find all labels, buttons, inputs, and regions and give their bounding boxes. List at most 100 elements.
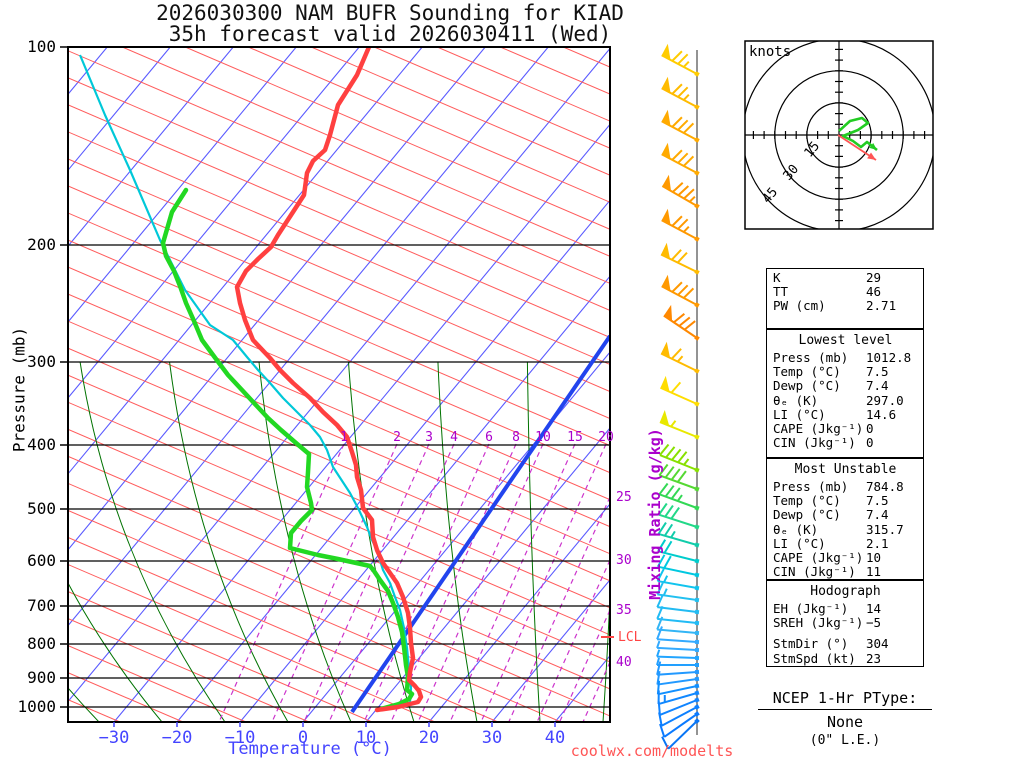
- mixing-ratio-value-label: 10: [535, 430, 551, 445]
- wind-barb-feather: [663, 540, 673, 554]
- wind-barb-shaft: [659, 699, 698, 716]
- wind-barb-shaft: [660, 386, 698, 405]
- wind-barb: [661, 142, 700, 176]
- indices-row-value: 23: [866, 650, 882, 666]
- indices-row-value: 2.71: [866, 298, 897, 314]
- wind-barb: [659, 443, 700, 473]
- wind-barb-feather: [658, 712, 663, 726]
- wind-barb-half-feather: [670, 530, 676, 539]
- wind-barb-feather: [656, 661, 662, 676]
- wind-barb: [661, 208, 700, 242]
- wind-barb-shaft: [661, 87, 698, 108]
- wind-barb-feather: [657, 554, 666, 568]
- isotherm-line: [491, 578, 610, 722]
- wind-barb-station-dot: [694, 711, 700, 717]
- dry-adiabat-line: [68, 239, 610, 474]
- wind-barb-station-dot: [694, 368, 700, 374]
- indices-row-value: 0: [866, 435, 874, 451]
- wind-barb-station-dot: [694, 524, 700, 530]
- wind-barb-half-feather: [663, 575, 669, 583]
- dry-adiabat-line: [68, 293, 610, 528]
- wind-barb: [659, 409, 700, 440]
- temperature-tick-label: 30: [482, 728, 502, 748]
- wind-barb-station-dot: [694, 542, 700, 548]
- wind-barb-station-dot: [694, 639, 700, 645]
- freezing-reference-line: [350, 334, 610, 714]
- wind-barb-station-dot: [694, 137, 700, 143]
- dry-adiabat-line: [185, 47, 610, 230]
- wind-barb-pennant: [661, 109, 671, 126]
- dry-adiabat-line: [68, 374, 610, 609]
- mixing-ratio-line: [508, 496, 610, 722]
- wind-barb-pennant: [663, 304, 673, 322]
- pressure-tick-label: 200: [27, 235, 56, 254]
- ptype-title: NCEP 1-Hr PType:: [758, 689, 932, 710]
- mixing-ratio-line: [271, 443, 398, 722]
- dry-adiabat-line: [68, 347, 610, 582]
- wind-barb-shaft: [661, 54, 698, 75]
- watermark-link[interactable]: coolwx.com/modelts: [570, 742, 734, 760]
- indices-row-label: SREH (Jkg⁻¹): [773, 615, 864, 631]
- indices-row: Temp (°C) 7.5: [773, 365, 918, 379]
- mixing-ratio-axis-label: Mixing Ratio (g/kg): [646, 428, 664, 600]
- indices-row-label: StmDir (°): [773, 636, 849, 652]
- wind-barb: [658, 502, 700, 530]
- wind-barb-shaft: [657, 678, 698, 686]
- indices-row: θₑ (K) 315.7: [773, 521, 918, 537]
- wind-barb-feather: [683, 122, 695, 134]
- wind-barb-shaft: [661, 285, 698, 306]
- pressure-tick-label: 400: [27, 435, 56, 454]
- dry-adiabat-line: [68, 77, 610, 311]
- wind-barb: [661, 109, 700, 143]
- mixing-ratio-value-label: 4: [450, 430, 458, 445]
- mixing-ratio-line: [480, 443, 607, 722]
- dry-adiabat-line: [68, 212, 610, 447]
- dry-adiabat-line: [248, 47, 610, 203]
- indices-row-label: θₑ (K): [773, 521, 819, 537]
- mixing-ratio-value-label: 30: [616, 553, 632, 568]
- wind-barb-station-dot: [694, 676, 700, 682]
- wind-barb-feather: [671, 83, 683, 95]
- mixing-ratio-line: [328, 443, 455, 722]
- wind-barb: [661, 76, 700, 110]
- wind-barb-pennant: [661, 76, 671, 93]
- wind-barb: [661, 274, 700, 308]
- wind-barb-station-dot: [694, 620, 700, 626]
- wind-barb-feather: [677, 86, 689, 98]
- wind-barb-pennant: [662, 174, 672, 191]
- dewpoint-trace: [160, 187, 415, 712]
- indices-row: CIN (Jkg⁻¹) 0: [773, 436, 918, 450]
- wind-barb-station-dot: [694, 401, 700, 407]
- ptype-value: None: [826, 713, 864, 731]
- dry-adiabat-line: [68, 590, 373, 722]
- wind-barb-station-dot: [694, 572, 700, 578]
- indices-row-label: θₑ (K): [773, 392, 819, 408]
- mixing-ratio-line: [449, 443, 576, 722]
- indices-row: LI (°C) 2.1: [773, 536, 918, 551]
- indices-row-value: 0: [866, 421, 874, 437]
- wind-barb-half-feather: [676, 494, 683, 502]
- mixing-ratio-value-label: 6: [485, 430, 493, 445]
- indices-row-label: CIN (Jkg⁻¹): [773, 564, 856, 580]
- wind-barb: [661, 43, 700, 77]
- indices-box-title: Most Unstable: [794, 462, 897, 477]
- temperature-axis-label: Temperature (°C): [228, 739, 392, 759]
- mixing-ratio-value-label: 25: [616, 490, 632, 505]
- indices-row: LI (°C) 14.6: [773, 407, 918, 422]
- indices-row: Dewp (°C) 7.4: [773, 379, 918, 393]
- isotherm-line: [68, 47, 486, 551]
- wind-barb-feather: [664, 485, 675, 498]
- wind-barb-feather: [671, 281, 683, 293]
- hodograph-ring-label: 45: [760, 185, 782, 207]
- mixing-ratio-line: [218, 443, 345, 722]
- wind-barb: [660, 341, 700, 374]
- wind-barb: [656, 594, 700, 615]
- wind-barb-feather: [676, 251, 688, 264]
- hodograph-ring-label: 30: [781, 162, 803, 184]
- dry-adiabat-line: [68, 401, 610, 636]
- wind-barb: [660, 375, 700, 407]
- mixing-ratio-value-label: 8: [512, 430, 520, 445]
- wind-barb-feather: [671, 215, 683, 227]
- wind-barb-feather: [663, 555, 672, 569]
- wind-barb-feather: [677, 218, 689, 230]
